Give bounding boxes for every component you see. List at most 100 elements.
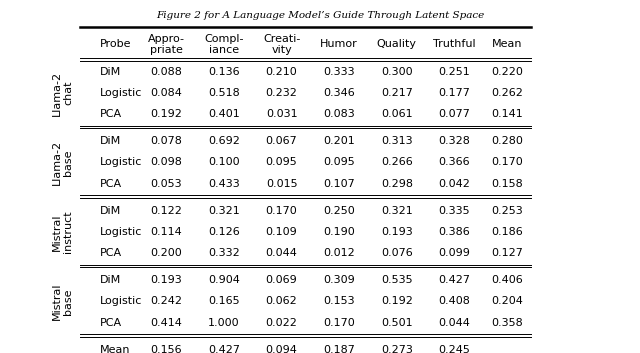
Text: Compl-
iance: Compl- iance [204, 34, 244, 55]
Text: Creati-
vity: Creati- vity [263, 34, 300, 55]
Text: 0.193: 0.193 [381, 227, 413, 237]
Text: Logistic: Logistic [100, 157, 143, 167]
Text: 0.262: 0.262 [492, 88, 523, 98]
Text: 0.044: 0.044 [266, 248, 298, 258]
Text: Logistic: Logistic [100, 88, 143, 98]
Text: 0.127: 0.127 [492, 248, 523, 258]
Text: 0.170: 0.170 [492, 157, 523, 167]
Text: Mean: Mean [492, 39, 522, 49]
Text: 0.200: 0.200 [150, 248, 182, 258]
Text: 0.321: 0.321 [208, 206, 240, 216]
Text: 0.401: 0.401 [208, 109, 240, 119]
Text: 0.098: 0.098 [150, 157, 182, 167]
Text: 0.313: 0.313 [381, 136, 413, 146]
Text: 0.427: 0.427 [208, 345, 240, 353]
Text: DiM: DiM [100, 136, 122, 146]
Text: 0.300: 0.300 [381, 67, 413, 77]
Text: Mistral
instruct: Mistral instruct [52, 211, 73, 253]
Text: 0.099: 0.099 [438, 248, 470, 258]
Text: 0.328: 0.328 [438, 136, 470, 146]
Text: 0.242: 0.242 [150, 297, 182, 306]
Text: 0.083: 0.083 [323, 109, 355, 119]
Text: 0.309: 0.309 [323, 275, 355, 285]
Text: 0.095: 0.095 [323, 157, 355, 167]
Text: Probe: Probe [100, 39, 132, 49]
Text: PCA: PCA [100, 318, 122, 328]
Text: 0.280: 0.280 [492, 136, 523, 146]
Text: 0.042: 0.042 [438, 179, 470, 189]
Text: 0.251: 0.251 [438, 67, 470, 77]
Text: 0.273: 0.273 [381, 345, 413, 353]
Text: 0.078: 0.078 [150, 136, 182, 146]
Text: 0.266: 0.266 [381, 157, 413, 167]
Text: 0.192: 0.192 [150, 109, 182, 119]
Text: 0.518: 0.518 [208, 88, 240, 98]
Text: PCA: PCA [100, 109, 122, 119]
Text: 0.414: 0.414 [150, 318, 182, 328]
Text: 0.193: 0.193 [150, 275, 182, 285]
Text: DiM: DiM [100, 206, 122, 216]
Text: 0.061: 0.061 [381, 109, 413, 119]
Text: 0.245: 0.245 [438, 345, 470, 353]
Text: 0.067: 0.067 [266, 136, 298, 146]
Text: 0.177: 0.177 [438, 88, 470, 98]
Text: 0.535: 0.535 [381, 275, 413, 285]
Text: 0.366: 0.366 [438, 157, 470, 167]
Text: 0.053: 0.053 [150, 179, 182, 189]
Text: PCA: PCA [100, 248, 122, 258]
Text: 0.187: 0.187 [323, 345, 355, 353]
Text: 0.408: 0.408 [438, 297, 470, 306]
Text: 0.044: 0.044 [438, 318, 470, 328]
Text: 0.069: 0.069 [266, 275, 298, 285]
Text: 0.015: 0.015 [266, 179, 298, 189]
Text: 0.126: 0.126 [208, 227, 240, 237]
Text: 0.358: 0.358 [492, 318, 523, 328]
Text: 0.012: 0.012 [323, 248, 355, 258]
Text: Logistic: Logistic [100, 227, 143, 237]
Text: 0.077: 0.077 [438, 109, 470, 119]
Text: DiM: DiM [100, 67, 122, 77]
Text: 0.186: 0.186 [492, 227, 523, 237]
Text: 0.084: 0.084 [150, 88, 182, 98]
Text: 0.062: 0.062 [266, 297, 298, 306]
Text: 0.122: 0.122 [150, 206, 182, 216]
Text: Quality: Quality [377, 39, 417, 49]
Text: PCA: PCA [100, 179, 122, 189]
Text: 0.109: 0.109 [266, 227, 298, 237]
Text: 0.210: 0.210 [266, 67, 298, 77]
Text: 0.156: 0.156 [150, 345, 182, 353]
Text: Humor: Humor [321, 39, 358, 49]
Text: 0.088: 0.088 [150, 67, 182, 77]
Text: Appro-
priate: Appro- priate [148, 34, 185, 55]
Text: Mean: Mean [100, 345, 131, 353]
Text: 0.298: 0.298 [381, 179, 413, 189]
Text: 0.022: 0.022 [266, 318, 298, 328]
Text: Mistral
base: Mistral base [52, 283, 73, 320]
Text: 0.031: 0.031 [266, 109, 298, 119]
Text: 0.321: 0.321 [381, 206, 413, 216]
Text: Llama-2
chat: Llama-2 chat [52, 71, 73, 115]
Text: 0.165: 0.165 [208, 297, 240, 306]
Text: 1.000: 1.000 [208, 318, 240, 328]
Text: 0.153: 0.153 [323, 297, 355, 306]
Text: 0.904: 0.904 [208, 275, 240, 285]
Text: 0.095: 0.095 [266, 157, 298, 167]
Text: 0.692: 0.692 [208, 136, 240, 146]
Text: 0.192: 0.192 [381, 297, 413, 306]
Text: 0.136: 0.136 [208, 67, 240, 77]
Text: 0.232: 0.232 [266, 88, 298, 98]
Text: 0.141: 0.141 [492, 109, 523, 119]
Text: 0.076: 0.076 [381, 248, 413, 258]
Text: 0.114: 0.114 [150, 227, 182, 237]
Text: 0.427: 0.427 [438, 275, 470, 285]
Text: 0.433: 0.433 [208, 179, 240, 189]
Text: 0.332: 0.332 [208, 248, 240, 258]
Text: 0.107: 0.107 [323, 179, 355, 189]
Text: 0.253: 0.253 [492, 206, 523, 216]
Text: 0.170: 0.170 [323, 318, 355, 328]
Text: Llama-2
base: Llama-2 base [52, 140, 73, 185]
Text: 0.346: 0.346 [323, 88, 355, 98]
Text: 0.501: 0.501 [381, 318, 413, 328]
Text: 0.333: 0.333 [323, 67, 355, 77]
Text: 0.100: 0.100 [208, 157, 240, 167]
